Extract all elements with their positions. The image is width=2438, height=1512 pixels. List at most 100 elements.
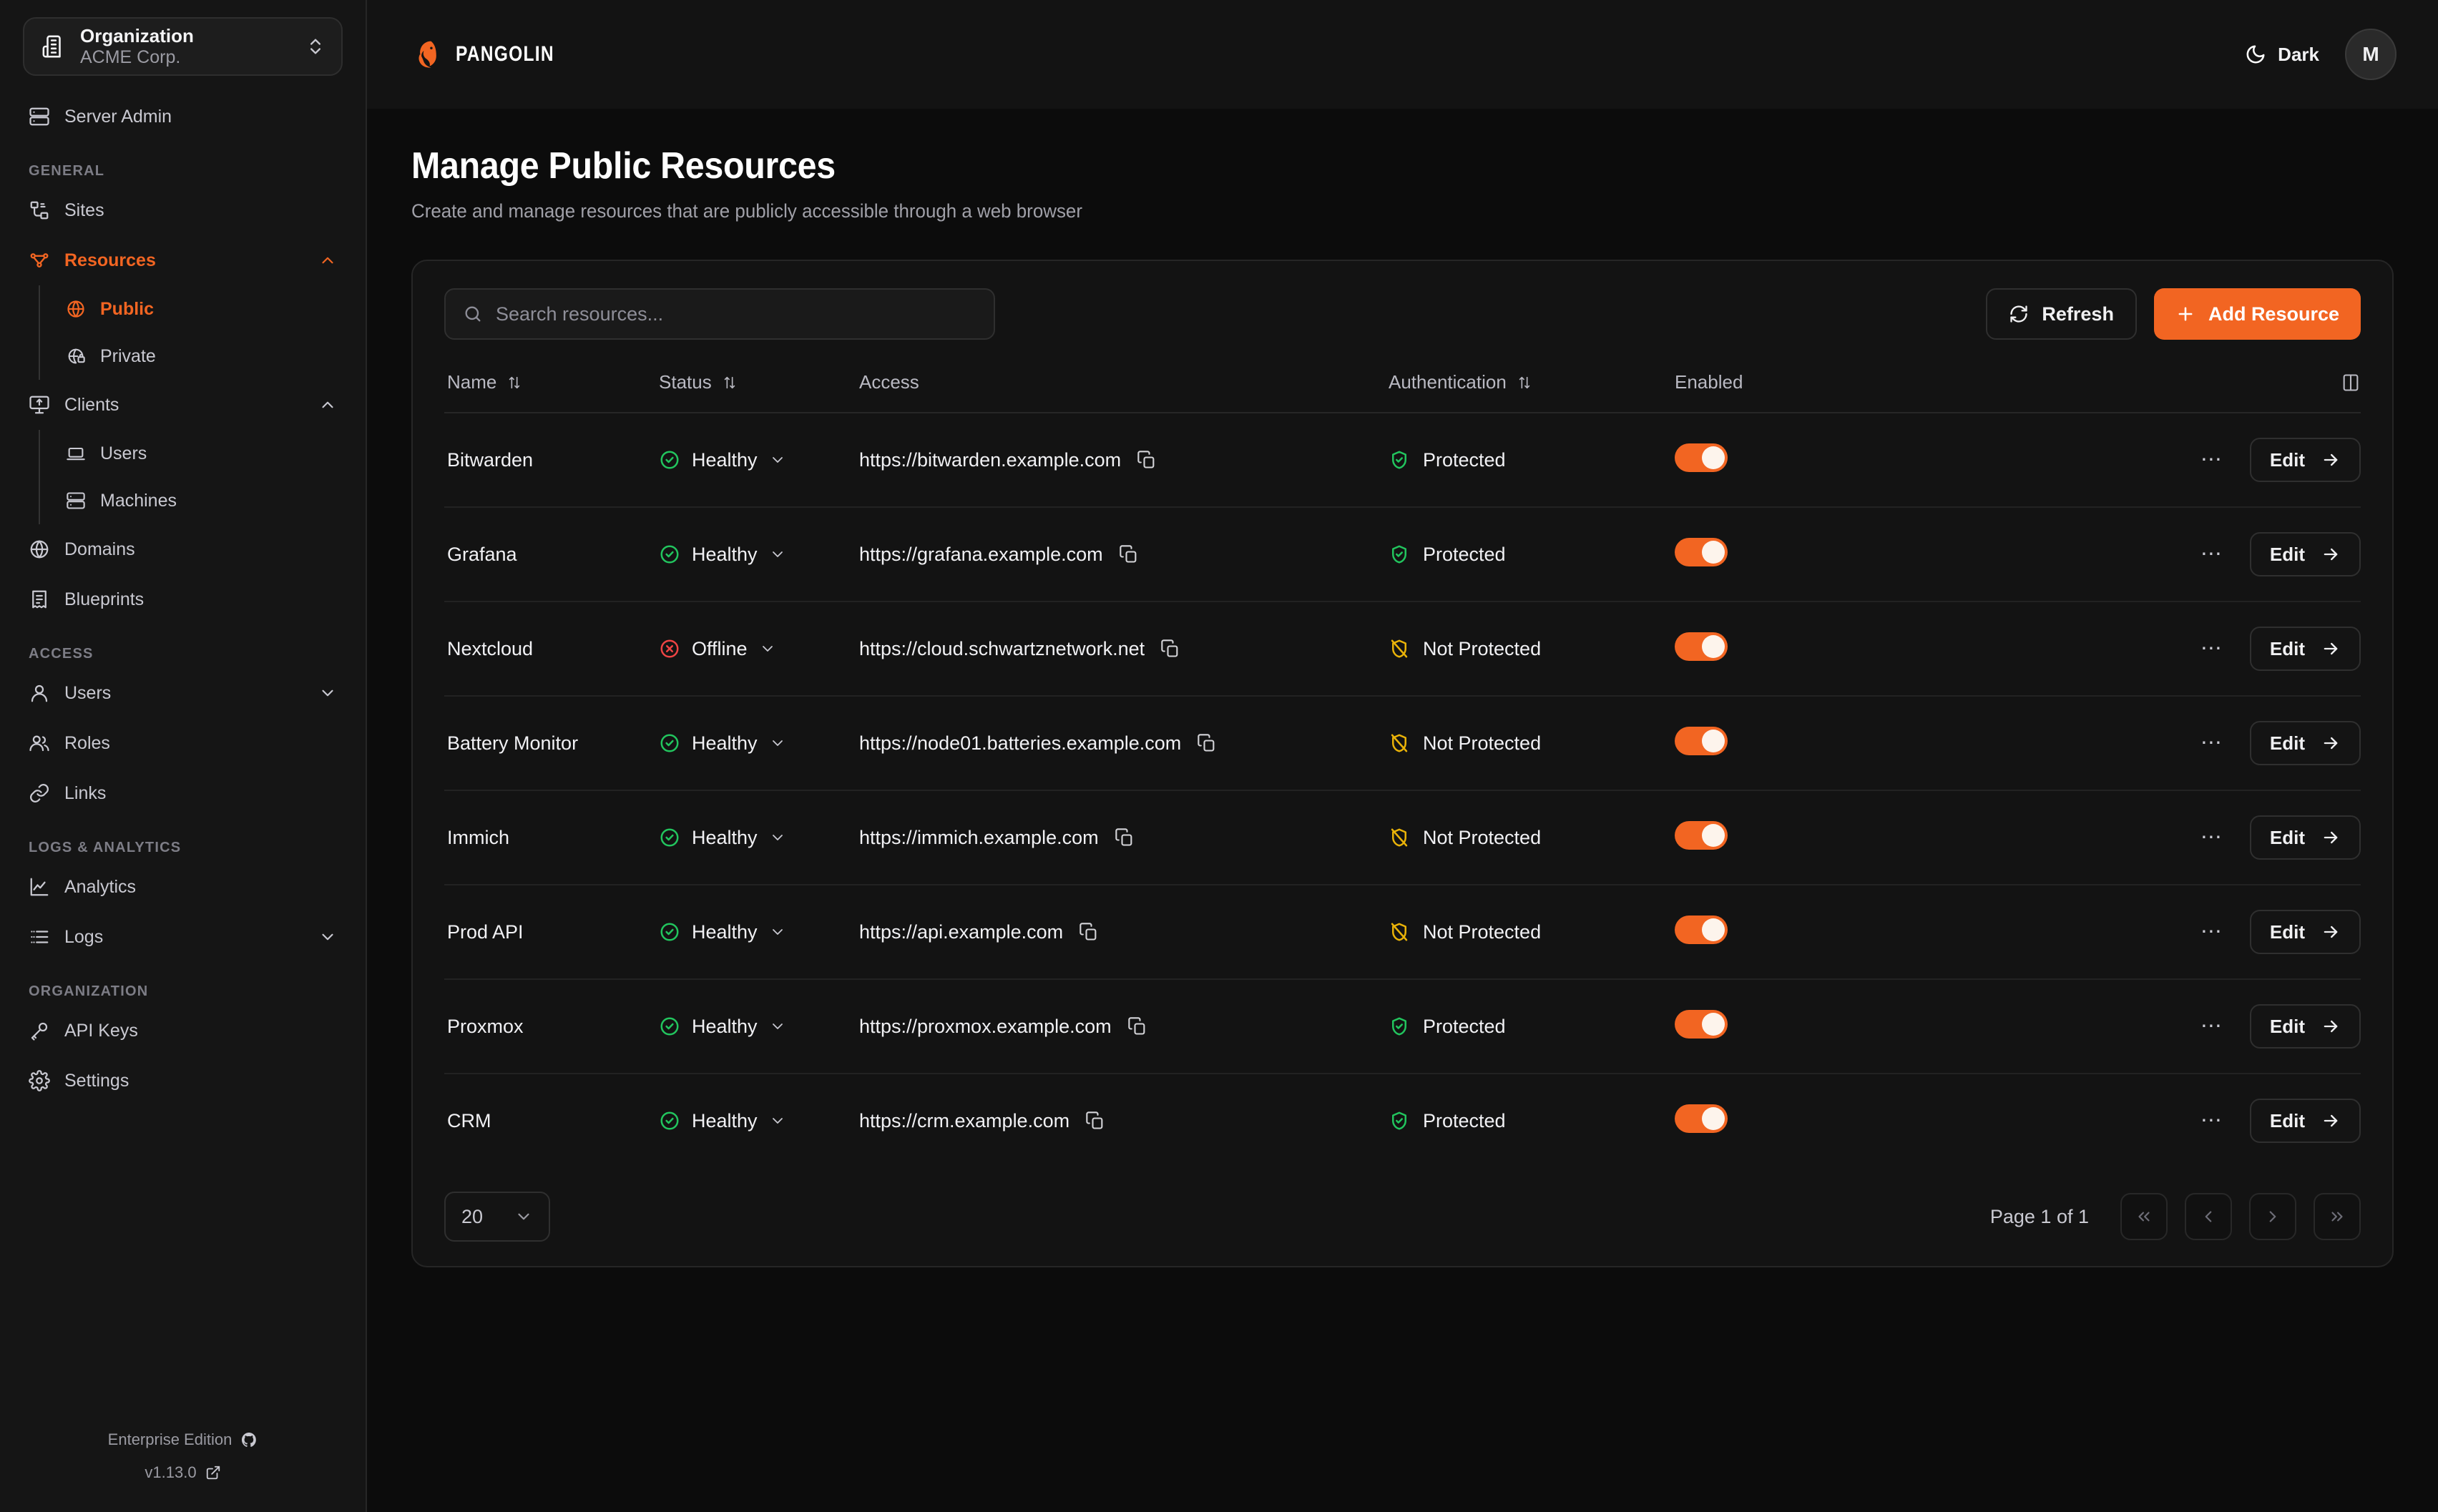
ellipsis-icon[interactable]: ⋯ — [2200, 542, 2224, 566]
sidebar-item-blueprints[interactable]: Blueprints — [19, 574, 347, 624]
status-badge[interactable]: Offline — [659, 638, 859, 660]
resource-url[interactable]: https://crm.example.com — [859, 1109, 1070, 1131]
table-row[interactable]: Immich Healthy https://immich.example.co… — [444, 790, 2361, 885]
enabled-toggle[interactable] — [1675, 632, 1728, 661]
sidebar-item-machines[interactable]: Machines — [56, 477, 347, 524]
sidebar-item-links[interactable]: Links — [19, 768, 347, 818]
table-row[interactable]: Prod API Healthy https://api.example.com… — [444, 885, 2361, 980]
copy-icon[interactable] — [1115, 828, 1135, 848]
add-resource-button[interactable]: Add Resource — [2153, 288, 2361, 340]
status-label: Healthy — [692, 448, 758, 471]
copy-icon[interactable] — [1127, 1016, 1147, 1036]
sidebar-item-client-users[interactable]: Users — [56, 430, 347, 477]
edit-button[interactable]: Edit — [2249, 1099, 2361, 1143]
edit-button[interactable]: Edit — [2249, 1004, 2361, 1049]
sidebar-item-resources[interactable]: Resources — [19, 235, 347, 285]
enabled-toggle[interactable] — [1675, 820, 1728, 850]
edit-button[interactable]: Edit — [2249, 815, 2361, 860]
chevron-up-icon[interactable] — [318, 251, 337, 270]
sidebar-item-analytics[interactable]: Analytics — [19, 862, 347, 912]
table-row[interactable]: Proxmox Healthy https://proxmox.example.… — [444, 979, 2361, 1074]
status-badge[interactable]: Healthy — [659, 732, 859, 755]
enabled-toggle[interactable] — [1675, 915, 1728, 944]
enabled-toggle[interactable] — [1675, 443, 1728, 472]
copy-icon[interactable] — [1160, 639, 1180, 659]
sidebar-item-public[interactable]: Public — [56, 285, 347, 333]
resource-url[interactable]: https://immich.example.com — [859, 826, 1099, 848]
theme-toggle-button[interactable]: Dark — [2245, 44, 2319, 66]
status-badge[interactable]: Healthy — [659, 827, 859, 849]
status-badge[interactable]: Healthy — [659, 544, 859, 566]
org-switcher[interactable]: Organization ACME Corp. — [23, 17, 343, 76]
status-badge[interactable]: Healthy — [659, 449, 859, 471]
enabled-toggle[interactable] — [1675, 537, 1728, 566]
search-box[interactable] — [444, 288, 995, 340]
edit-button[interactable]: Edit — [2249, 438, 2361, 482]
resource-url[interactable]: https://bitwarden.example.com — [859, 448, 1122, 471]
table-row[interactable]: Nextcloud Offline https://cloud.schwartz… — [444, 602, 2361, 697]
columns-icon[interactable] — [2341, 373, 2361, 393]
table-row[interactable]: CRM Healthy https://crm.example.com Prot… — [444, 1074, 2361, 1167]
copy-icon[interactable] — [1119, 544, 1139, 564]
page-size-select[interactable]: 20 — [444, 1192, 550, 1242]
chevron-down-icon[interactable] — [318, 684, 337, 702]
ellipsis-icon[interactable]: ⋯ — [2200, 1109, 2224, 1132]
sidebar-item-sites[interactable]: Sites — [19, 185, 347, 235]
avatar[interactable]: M — [2345, 29, 2397, 80]
resource-url[interactable]: https://grafana.example.com — [859, 543, 1103, 565]
ellipsis-icon[interactable]: ⋯ — [2200, 920, 2224, 943]
column-header-name[interactable]: Name — [444, 360, 659, 413]
status-badge[interactable]: Healthy — [659, 1016, 859, 1038]
first-page-icon[interactable] — [2120, 1193, 2168, 1240]
resource-url[interactable]: https://proxmox.example.com — [859, 1015, 1112, 1037]
sidebar-item-settings[interactable]: Settings — [19, 1056, 347, 1106]
sidebar-item-server-admin[interactable]: Server Admin — [19, 92, 347, 142]
next-page-icon[interactable] — [2249, 1193, 2296, 1240]
sidebar-item-clients[interactable]: Clients — [19, 380, 347, 430]
copy-icon[interactable] — [1079, 922, 1099, 942]
edit-button[interactable]: Edit — [2249, 627, 2361, 671]
brand[interactable]: PANGOLIN — [411, 39, 576, 70]
ellipsis-icon[interactable]: ⋯ — [2200, 637, 2224, 660]
last-page-icon[interactable] — [2314, 1193, 2361, 1240]
prev-page-icon[interactable] — [2185, 1193, 2232, 1240]
sidebar-item-roles[interactable]: Roles — [19, 718, 347, 768]
cell-access: https://proxmox.example.com — [859, 979, 1389, 1074]
edit-label: Edit — [2269, 543, 2305, 565]
search-input[interactable] — [496, 303, 976, 325]
sidebar-item-api-keys[interactable]: API Keys — [19, 1006, 347, 1056]
resource-url[interactable]: https://api.example.com — [859, 921, 1064, 943]
enabled-toggle[interactable] — [1675, 726, 1728, 755]
table-row[interactable]: Bitwarden Healthy https://bitwarden.exam… — [444, 413, 2361, 508]
copy-icon[interactable] — [1137, 450, 1157, 470]
sidebar-item-private[interactable]: Private — [56, 333, 347, 380]
sidebar-item-domains[interactable]: Domains — [19, 524, 347, 574]
version-link[interactable]: v1.13.0 — [0, 1463, 366, 1482]
edit-button[interactable]: Edit — [2249, 910, 2361, 954]
copy-icon[interactable] — [1085, 1111, 1105, 1131]
enabled-toggle[interactable] — [1675, 1104, 1728, 1133]
column-header-status[interactable]: Status — [659, 360, 859, 413]
edit-button[interactable]: Edit — [2249, 721, 2361, 765]
sidebar-item-users[interactable]: Users — [19, 668, 347, 718]
chevron-up-icon[interactable] — [318, 396, 337, 414]
status-healthy-icon — [659, 732, 680, 754]
sidebar-item-logs[interactable]: Logs — [19, 912, 347, 962]
chevron-down-icon[interactable] — [318, 928, 337, 946]
resource-url[interactable]: https://cloud.schwartznetwork.net — [859, 637, 1145, 659]
ellipsis-icon[interactable]: ⋯ — [2200, 1014, 2224, 1038]
refresh-button[interactable]: Refresh — [1986, 288, 2137, 340]
edit-button[interactable]: Edit — [2249, 532, 2361, 576]
enabled-toggle[interactable] — [1675, 1009, 1728, 1039]
resource-url[interactable]: https://node01.batteries.example.com — [859, 732, 1182, 754]
ellipsis-icon[interactable]: ⋯ — [2200, 825, 2224, 849]
ellipsis-icon[interactable]: ⋯ — [2200, 448, 2224, 471]
table-row[interactable]: Battery Monitor Healthy https://node01.b… — [444, 696, 2361, 791]
column-header-authentication[interactable]: Authentication — [1389, 360, 1675, 413]
ellipsis-icon[interactable]: ⋯ — [2200, 731, 2224, 755]
status-badge[interactable]: Healthy — [659, 1110, 859, 1132]
edition-link[interactable]: Enterprise Edition — [0, 1430, 366, 1449]
table-row[interactable]: Grafana Healthy https://grafana.example.… — [444, 507, 2361, 602]
copy-icon[interactable] — [1197, 733, 1217, 753]
status-badge[interactable]: Healthy — [659, 921, 859, 943]
